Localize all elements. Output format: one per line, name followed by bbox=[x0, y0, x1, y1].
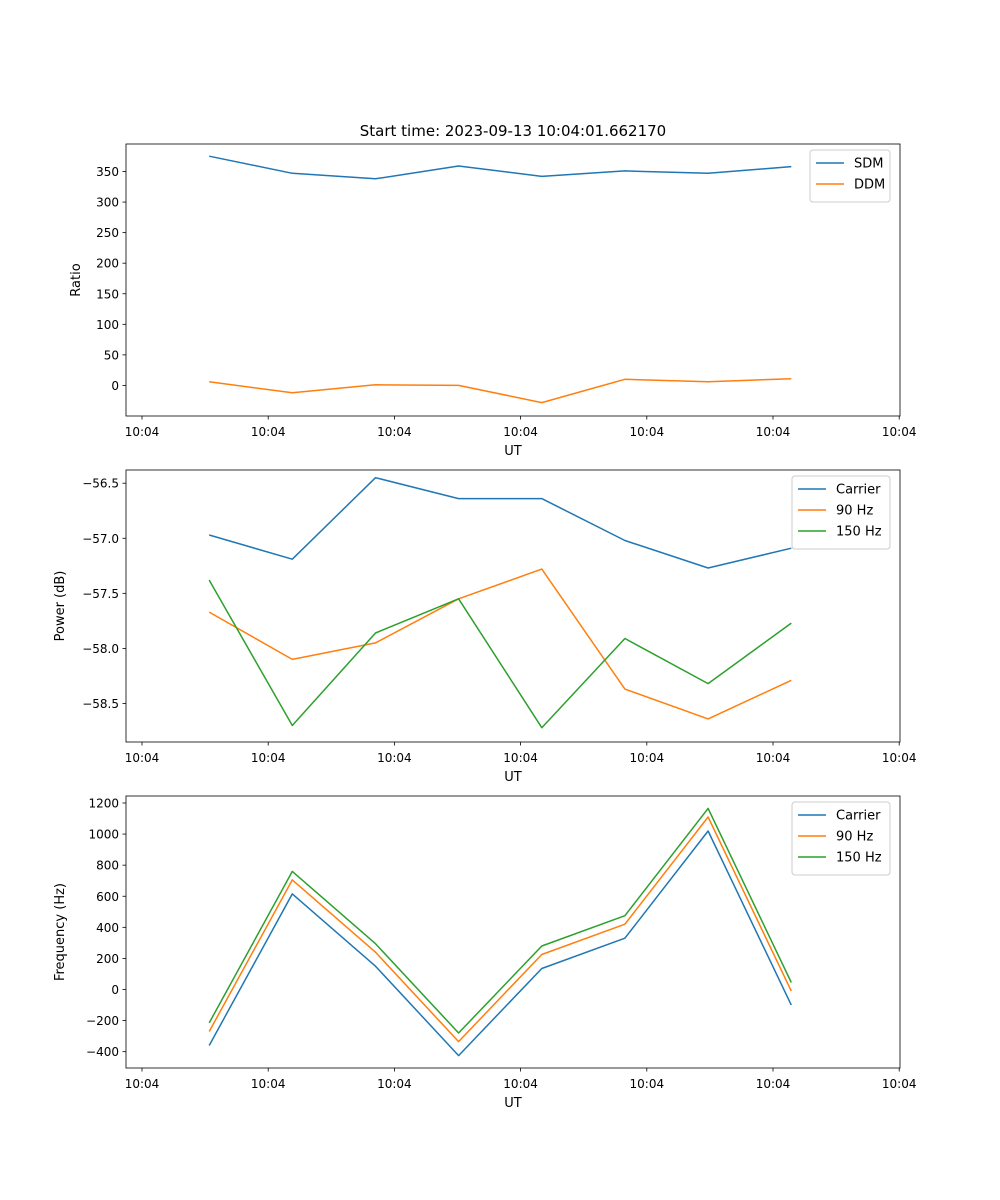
series-line-150-hz bbox=[208, 579, 792, 729]
legend: Carrier 90 Hz 150 Hz bbox=[791, 475, 891, 550]
x-tick-label: 10:04 bbox=[882, 425, 917, 439]
x-tick-label: 10:04 bbox=[251, 425, 286, 439]
x-tick-label: 10:04 bbox=[630, 425, 665, 439]
axes-frame bbox=[125, 795, 901, 1069]
y-tick-label: 100 bbox=[96, 318, 119, 332]
x-tick-label: 10:04 bbox=[882, 751, 917, 765]
x-tick-label: 10:04 bbox=[630, 1077, 665, 1091]
y-tick-label: −58.0 bbox=[82, 642, 119, 656]
y-tick-label: 200 bbox=[96, 257, 119, 271]
series-line-carrier bbox=[208, 830, 792, 1057]
y-tick-label: 50 bbox=[104, 348, 119, 362]
legend-label: Carrier bbox=[836, 483, 881, 498]
x-tick-label: 10:04 bbox=[377, 1077, 412, 1091]
legend-label: 150 Hz bbox=[836, 851, 882, 866]
series-line-sdm bbox=[209, 155, 792, 180]
chart-panel-2: −58.5 −58.0 −57.5 −57.0 −56.5 10:04 10:04 10:04… bbox=[53, 469, 917, 785]
axes-frame bbox=[125, 469, 901, 743]
chart-panel-1: 0 50 100 150 200 250 300 350 10:04 10:04 10:04 10:0… bbox=[69, 143, 917, 459]
legend-label: 90 Hz bbox=[836, 830, 873, 845]
series-line-90-hz bbox=[208, 816, 792, 1043]
y-tick-label: 600 bbox=[96, 890, 119, 904]
series-line-carrier bbox=[208, 476, 792, 569]
x-tick-label: 10:04 bbox=[377, 751, 412, 765]
y-tick-label: 1000 bbox=[88, 828, 119, 842]
x-tick-label: 10:04 bbox=[125, 1077, 160, 1091]
axes-frame bbox=[125, 143, 901, 417]
x-tick-label: 10:04 bbox=[377, 425, 412, 439]
legend: Carrier 90 Hz 150 Hz bbox=[791, 801, 891, 876]
y-tick-label: 1200 bbox=[88, 796, 119, 810]
series-line-90-hz bbox=[208, 568, 792, 720]
legend-label: 150 Hz bbox=[836, 525, 882, 540]
x-tick-label: 10:04 bbox=[756, 751, 791, 765]
x-tick-label: 10:04 bbox=[503, 751, 538, 765]
x-tick-label: 10:04 bbox=[125, 425, 160, 439]
y-tick-label: 200 bbox=[96, 952, 119, 966]
x-axis-label: UT bbox=[504, 1096, 522, 1111]
x-tick-label: 10:04 bbox=[503, 425, 538, 439]
y-tick-label: 0 bbox=[111, 983, 119, 997]
y-tick-label: −200 bbox=[86, 1014, 119, 1028]
x-tick-label: 10:04 bbox=[630, 751, 665, 765]
y-axis-label: Frequency (Hz) bbox=[53, 883, 68, 981]
y-tick-label: 300 bbox=[96, 196, 119, 210]
legend-label: 90 Hz bbox=[836, 504, 873, 519]
series-line-150-hz bbox=[208, 807, 792, 1034]
x-axis-label: UT bbox=[504, 770, 522, 785]
y-tick-label: 250 bbox=[96, 226, 119, 240]
series-line-ddm bbox=[209, 377, 792, 404]
legend-label: DDM bbox=[854, 178, 885, 193]
y-tick-label: 350 bbox=[96, 165, 119, 179]
y-tick-label: −400 bbox=[86, 1045, 119, 1059]
x-tick-label: 10:04 bbox=[756, 425, 791, 439]
y-tick-label: 800 bbox=[96, 859, 119, 873]
x-axis-label: UT bbox=[504, 444, 522, 459]
x-tick-label: 10:04 bbox=[125, 751, 160, 765]
y-tick-label: 150 bbox=[96, 287, 119, 301]
y-tick-label: −57.5 bbox=[82, 587, 119, 601]
legend-label: SDM bbox=[854, 157, 883, 172]
x-tick-label: 10:04 bbox=[503, 1077, 538, 1091]
y-axis-label: Power (dB) bbox=[53, 571, 68, 642]
y-tick-label: −56.5 bbox=[82, 477, 119, 491]
y-tick-label: −58.5 bbox=[82, 697, 119, 711]
y-tick-label: −57.0 bbox=[82, 532, 119, 546]
legend: SDM DDM bbox=[809, 149, 891, 203]
x-tick-label: 10:04 bbox=[251, 751, 286, 765]
y-tick-label: 0 bbox=[111, 379, 119, 393]
chart-panel-3: −400 −200 0 200 400 600 800 1000 1200 10:04 10:04 1… bbox=[53, 795, 917, 1111]
figure-title: Start time: 2023-09-13 10:04:01.662170 bbox=[360, 122, 666, 140]
y-axis-label: Ratio bbox=[69, 263, 84, 296]
legend-label: Carrier bbox=[836, 809, 881, 824]
y-tick-label: 400 bbox=[96, 921, 119, 935]
x-tick-label: 10:04 bbox=[251, 1077, 286, 1091]
x-tick-label: 10:04 bbox=[882, 1077, 917, 1091]
x-tick-label: 10:04 bbox=[756, 1077, 791, 1091]
